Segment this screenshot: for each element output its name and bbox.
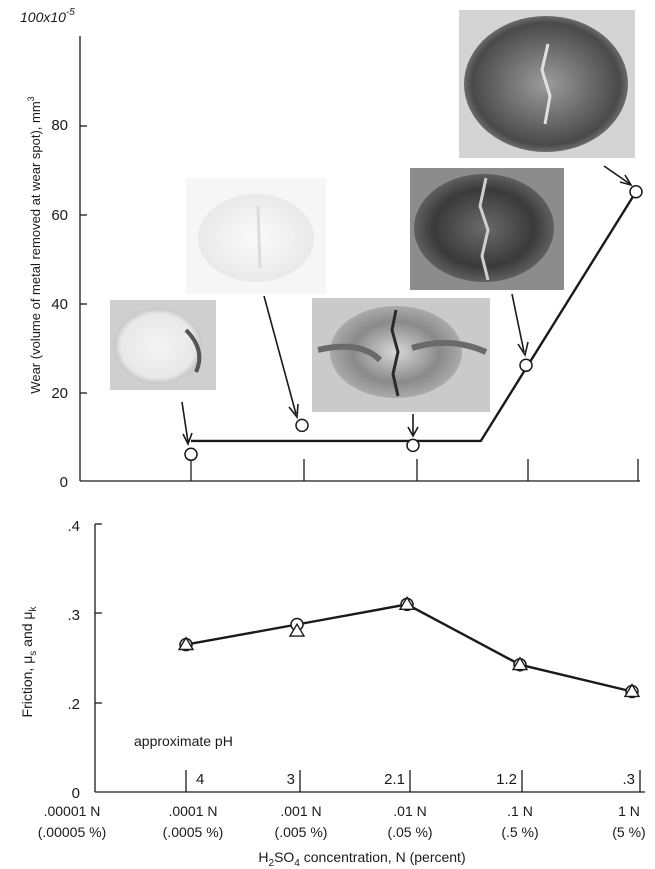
- friction-y-ticks: .4 .3 .2 0: [67, 518, 80, 802]
- wear-trend-polyline: [191, 191, 638, 443]
- wear-data-points: [184, 185, 643, 462]
- wear-y-axis-label: Wear (volume of metal removed at wear sp…: [26, 96, 43, 393]
- wear-ytick-60: 60: [51, 207, 68, 224]
- ph-values: 4 3 2.1 1.2 .3: [196, 771, 635, 788]
- ph-value-4: 1.2: [496, 771, 517, 788]
- wear-axes: [79, 36, 640, 482]
- x-tick-label-2-top: .0001 N: [168, 803, 217, 819]
- ph-value-2: 3: [287, 771, 295, 788]
- wear-ytick-40: 40: [51, 296, 68, 313]
- x-tick-label-1-top: .00001 N: [44, 803, 101, 819]
- friction-y-axis-label: Friction, μs and μk: [19, 606, 39, 718]
- x-axis-label: H2SO4 concentration, N (percent): [258, 849, 465, 869]
- friction-triangle-point-5: [623, 683, 641, 698]
- x-tick-label-4-bottom: (.05 %): [387, 824, 432, 840]
- wear-ytick-80: 80: [51, 117, 68, 134]
- wear-photo-arrows: [181, 165, 633, 447]
- friction-ytick-0.3: .3: [67, 607, 80, 624]
- ph-value-3: 2.1: [384, 771, 405, 788]
- wear-multiplier-label: 100x10-5: [20, 7, 75, 25]
- friction-axes: [94, 523, 645, 793]
- wear-spot-photo-3: [312, 298, 490, 412]
- x-tick-label-5-bottom: (.5 %): [501, 824, 538, 840]
- ph-value-1: 4: [196, 771, 204, 788]
- x-tick-label-6-bottom: (5 %): [612, 824, 645, 840]
- wear-ytick-0: 0: [60, 474, 68, 491]
- friction-ytick-0.2: .2: [67, 696, 80, 713]
- x-tick-label-4-top: .01 N: [393, 803, 426, 819]
- wear-trend-line: [191, 191, 638, 443]
- wear-spot-photo-2: [186, 178, 326, 294]
- x-tick-label-6-top: 1 N: [618, 803, 640, 819]
- wear-point-5: [629, 185, 643, 199]
- friction-triangle-point-4: [511, 656, 529, 671]
- friction-triangle-point-3: [398, 596, 416, 610]
- friction-panel: .4 .3 .2 0 Friction, μs and μk approxima…: [19, 518, 646, 869]
- wear-point-4: [519, 358, 533, 373]
- wear-ytick-20: 20: [51, 385, 68, 402]
- friction-triangle-point-1: [177, 636, 195, 651]
- x-tick-label-5-top: .1 N: [507, 803, 533, 819]
- wear-panel: 100x10-5 80 60 40 20 0 Wear (volume of m…: [20, 7, 643, 491]
- wear-y-ticks: 80 60 40 20 0: [51, 117, 68, 491]
- x-tick-label-3-bottom: (.005 %): [275, 824, 328, 840]
- friction-triangle-point-2: [288, 622, 306, 637]
- friction-data-points: [177, 596, 641, 699]
- x-tick-label-3-top: .001 N: [280, 803, 321, 819]
- friction-ytick-0: 0: [72, 785, 80, 802]
- wear-spot-photo-5: [459, 10, 635, 158]
- friction-line: [185, 603, 633, 693]
- wear-point-1: [184, 447, 198, 462]
- ph-value-5: .3: [622, 771, 635, 788]
- x-tick-label-2-bottom: (.0005 %): [163, 824, 224, 840]
- friction-polyline: [185, 603, 633, 693]
- wear-point-3: [406, 438, 420, 453]
- x-tick-label-1-bottom: (.00005 %): [38, 824, 106, 840]
- concentration-tick-labels: .00001 N (.00005 %) .0001 N (.0005 %) .0…: [38, 803, 646, 840]
- approximate-ph-label: approximate pH: [134, 733, 233, 749]
- wear-spot-photo-1: [110, 300, 216, 390]
- friction-ytick-0.4: .4: [67, 518, 80, 535]
- wear-point-2: [295, 418, 309, 433]
- wear-spot-photo-4: [410, 168, 564, 290]
